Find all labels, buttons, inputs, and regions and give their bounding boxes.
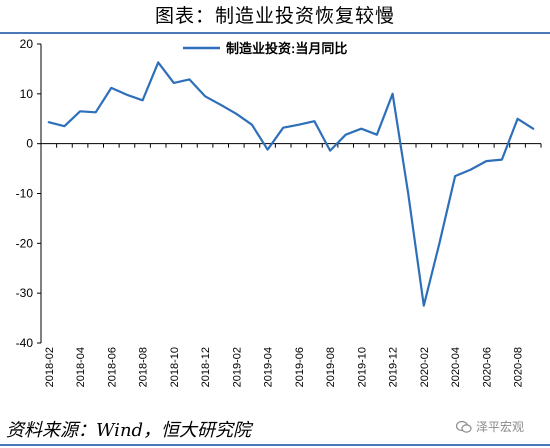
wechat-icon [456,420,472,433]
series-layer [47,61,535,307]
x-tick-label: 2018-06 [106,347,118,387]
x-tick-label: 2018-12 [200,347,212,387]
chart-title: 图表：制造业投资恢复较慢 [154,5,395,27]
series-line [47,61,535,307]
x-tick-label: 2020-08 [513,347,525,387]
x-tick-label: 2019-04 [263,347,275,387]
source-note: 资料来源：Wind，恒大研究院 [6,420,252,441]
x-tick-label: 2018-02 [44,347,56,387]
y-tick-label: 10 [20,87,34,101]
y-tick-label: -30 [16,286,34,300]
title-divider [0,32,550,34]
x-tick-label: 2019-02 [231,347,243,387]
y-tick-label: 0 [26,137,33,151]
x-tick-label: 2018-04 [75,347,87,387]
x-tick-label: 2019-08 [325,347,337,387]
x-tick-label: 2019-12 [388,347,400,387]
x-tick-label: 2019-06 [294,347,306,387]
x-tick-label: 2020-02 [419,347,431,387]
watermark-text: 泽平宏观 [476,420,525,434]
watermark: 泽平宏观 [456,418,524,435]
bottom-divider [0,444,550,446]
x-tick-label: 2018-08 [138,347,150,387]
y-tick-label: -20 [16,236,34,250]
y-axis-ticks: 20 10 0 -10 -20 -30 -40 [16,37,41,350]
x-axis-ticks: 2018-02 2018-04 2018-06 2018-08 2018-10 2018-… [40,143,542,387]
x-tick-label: 2018-10 [169,347,181,387]
y-tick-label: -10 [16,187,34,201]
x-tick-label: 2019-10 [356,347,368,387]
x-tick-label: 2020-04 [450,347,462,387]
x-tick-label: 2020-06 [481,347,493,387]
y-tick-label: -40 [16,336,34,350]
y-tick-label: 20 [20,37,34,51]
legend: 制造业投资:当月同比 [183,41,347,56]
legend-label: 制造业投资:当月同比 [226,41,347,56]
